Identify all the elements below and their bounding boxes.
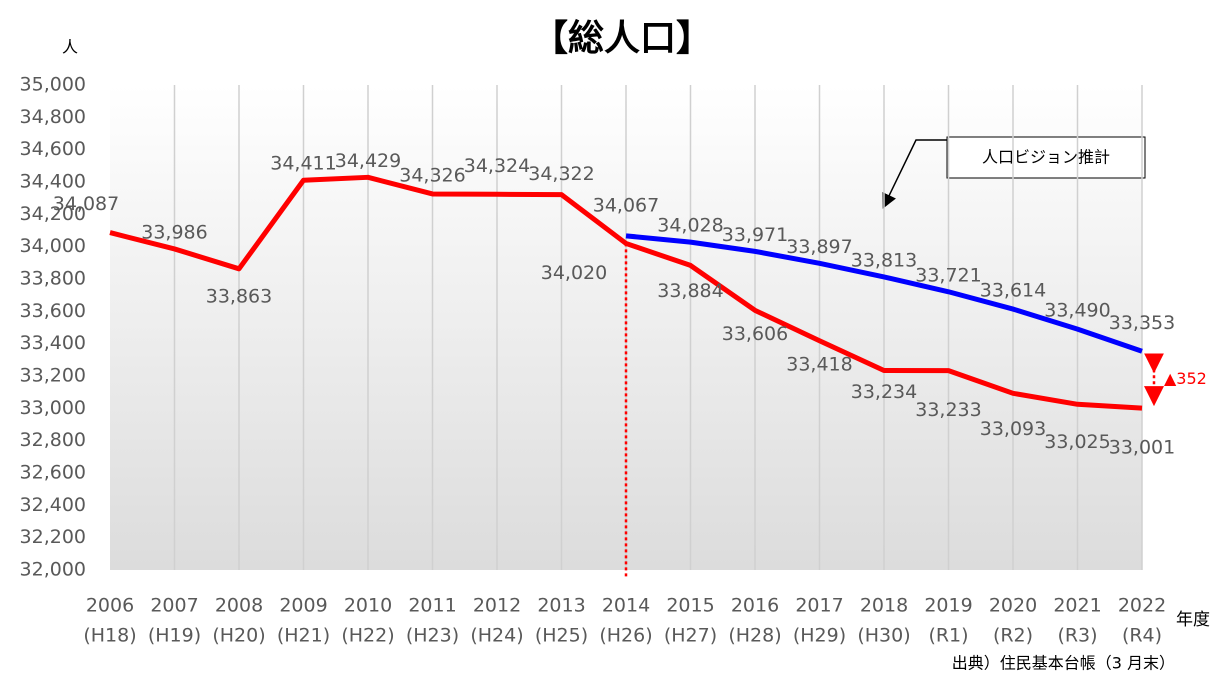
data-label: 33,001 — [1109, 437, 1175, 459]
x-axis-label: 年度 — [1176, 610, 1210, 630]
x-tick-label: 2020 — [989, 595, 1037, 617]
y-tick-label: 32,400 — [20, 494, 86, 516]
y-tick-label: 33,600 — [20, 300, 86, 322]
source: 出典）住民基本台帳（3 月末） — [952, 654, 1175, 673]
x-tick-label: 2014 — [602, 595, 650, 617]
x-tick-label: 2017 — [795, 595, 843, 617]
data-label: 34,411 — [270, 153, 336, 175]
y-tick-label: 33,800 — [20, 268, 86, 290]
data-label: 33,353 — [1109, 312, 1175, 334]
x-tick-label-era: (H25) — [535, 625, 588, 647]
legend-pointer — [882, 139, 947, 209]
x-tick-label-era: (R1) — [928, 625, 968, 647]
x-tick-label: 2010 — [344, 595, 392, 617]
data-label: 34,020 — [541, 262, 607, 284]
y-tick-label: 34,200 — [20, 203, 86, 225]
x-tick-label-era: (H20) — [212, 625, 265, 647]
y-tick-label: 35,000 — [20, 74, 86, 96]
x-tick-label-era: (H19) — [148, 625, 201, 647]
y-tick-label: 33,200 — [20, 365, 86, 387]
data-label: 33,971 — [722, 224, 788, 246]
x-tick-label-era: (H29) — [793, 625, 846, 647]
x-tick-label-era: (H26) — [599, 625, 652, 647]
data-label: 33,418 — [786, 353, 852, 375]
data-label: 34,067 — [593, 194, 659, 216]
y-axis-label: 人 — [62, 38, 78, 57]
y-tick-label: 32,000 — [20, 559, 86, 581]
legend-label: 人口ビジョン推計 — [982, 148, 1110, 167]
series-line — [625, 233, 1143, 354]
y-tick-label: 32,800 — [20, 429, 86, 451]
y-tick-label: 34,400 — [20, 171, 86, 193]
x-tick-label: 2019 — [924, 595, 972, 617]
data-label: 33,884 — [657, 280, 723, 302]
x-tick-label-era: (H24) — [470, 625, 523, 647]
y-tick-label: 33,400 — [20, 332, 86, 354]
x-tick-label-era: (H28) — [728, 625, 781, 647]
x-tick-label: 2022 — [1118, 595, 1166, 617]
data-label: 34,087 — [53, 193, 119, 215]
y-tick-label: 32,200 — [20, 526, 86, 548]
data-label: 33,093 — [980, 418, 1046, 440]
y-tick-label: 33,000 — [20, 397, 86, 419]
x-tick-label: 2009 — [279, 595, 327, 617]
x-tick-label: 2008 — [215, 595, 263, 617]
x-tick-label: 2012 — [473, 595, 521, 617]
data-label: 34,324 — [464, 155, 530, 177]
x-tick-label: 2013 — [537, 595, 585, 617]
x-tick-label-era: (R4) — [1122, 625, 1162, 647]
data-label: 33,863 — [206, 285, 272, 307]
data-label: 34,326 — [399, 164, 465, 186]
x-tick-label: 2016 — [731, 595, 779, 617]
data-label: 33,606 — [722, 323, 788, 345]
x-tick-label-era: (H22) — [341, 625, 394, 647]
x-tick-label-era: (H21) — [277, 625, 330, 647]
data-label: 33,986 — [141, 221, 207, 243]
data-label: 33,614 — [980, 280, 1046, 302]
data-label: 34,429 — [335, 150, 401, 172]
data-label: 33,813 — [851, 249, 917, 271]
data-label: 33,897 — [786, 236, 852, 258]
x-tick-label-era: (R2) — [993, 625, 1033, 647]
legend-box — [946, 136, 1146, 179]
y-tick-label: 34,000 — [20, 235, 86, 257]
x-tick-label-era: (H23) — [406, 625, 459, 647]
data-label: 33,490 — [1044, 300, 1110, 322]
x-tick-label: 2011 — [408, 595, 456, 617]
x-tick-label: 2021 — [1053, 595, 1101, 617]
data-label: 34,322 — [528, 163, 594, 185]
y-tick-label: 34,600 — [20, 138, 86, 160]
x-tick-label: 2015 — [666, 595, 714, 617]
data-label: 33,234 — [851, 381, 917, 403]
y-tick-label: 34,800 — [20, 106, 86, 128]
data-label: 34,028 — [657, 215, 723, 237]
series-line — [109, 174, 1143, 411]
x-tick-label: 2018 — [860, 595, 908, 617]
y-tick-label: 32,600 — [20, 462, 86, 484]
data-label: 33,025 — [1044, 431, 1110, 453]
x-tick-label-era: (H27) — [664, 625, 717, 647]
x-tick-label-era: (H18) — [83, 625, 136, 647]
data-label: 33,233 — [915, 399, 981, 421]
x-tick-label-era: (R3) — [1057, 625, 1097, 647]
difference-label: ▲352 — [1164, 369, 1207, 388]
chart-title: 【総人口】 — [532, 18, 712, 59]
data-label: 33,721 — [915, 264, 981, 286]
x-tick-label-era: (H30) — [857, 625, 910, 647]
x-tick-label: 2006 — [86, 595, 134, 617]
x-tick-label: 2007 — [150, 595, 198, 617]
